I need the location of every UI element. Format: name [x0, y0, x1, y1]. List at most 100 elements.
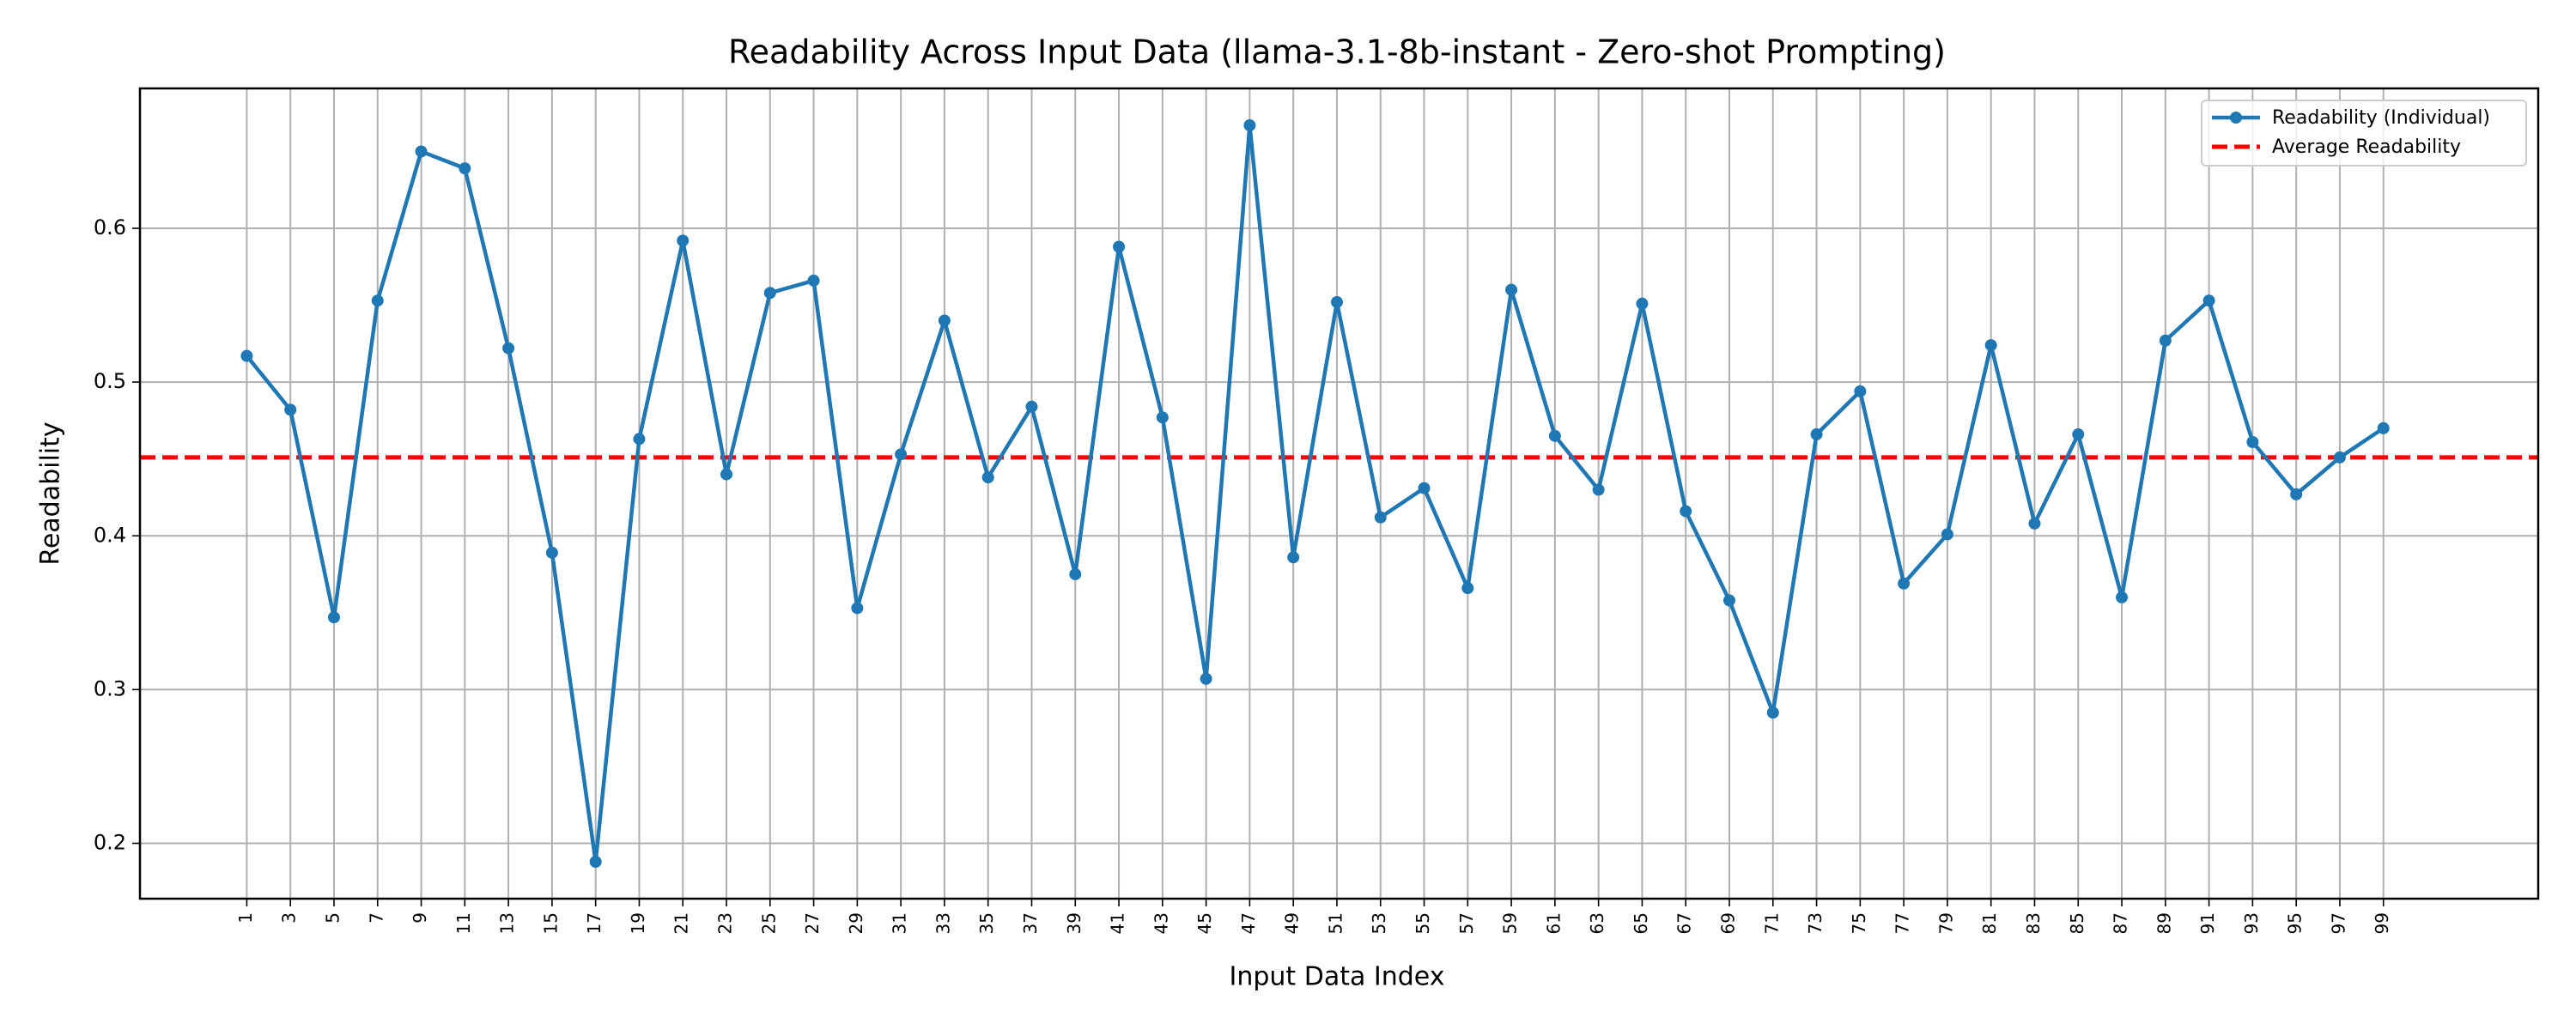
point — [2333, 451, 2346, 464]
x-tick-label: 45 — [1194, 912, 1215, 934]
point — [677, 234, 690, 247]
point — [851, 602, 864, 615]
point — [415, 145, 428, 158]
x-tick-label: 85 — [2067, 912, 2087, 934]
point — [371, 294, 384, 307]
point — [1722, 594, 1735, 607]
point — [981, 471, 994, 484]
point — [459, 162, 471, 175]
point — [938, 314, 951, 327]
x-tick-label: 95 — [2285, 912, 2306, 934]
x-tick-label: 35 — [976, 912, 997, 934]
point — [1200, 672, 1212, 685]
point — [502, 342, 515, 354]
series-line — [245, 123, 2385, 864]
x-tick-label: 7 — [366, 912, 386, 924]
point — [240, 349, 253, 362]
point — [1461, 582, 1474, 595]
x-tick-label: 71 — [1761, 912, 1782, 934]
x-tick-label: 89 — [2154, 912, 2174, 934]
point — [1287, 551, 1300, 564]
y-tick-label: 0.5 — [94, 369, 126, 393]
x-tick-label: 37 — [1020, 912, 1041, 934]
y-axis-label: Readability — [36, 421, 66, 565]
chart-title: Readability Across Input Data (llama-3.1… — [728, 33, 1946, 71]
x-tick-label: 87 — [2111, 912, 2131, 934]
point — [2116, 591, 2129, 603]
point — [1505, 283, 1518, 296]
x-tick-label: 9 — [410, 912, 430, 924]
x-tick-label: 57 — [1456, 912, 1477, 934]
y-tick-label: 0.2 — [94, 831, 126, 855]
point — [1766, 706, 1779, 719]
point — [763, 287, 776, 300]
y-tick-label: 0.6 — [94, 215, 126, 239]
x-tick-label: 73 — [1805, 912, 1826, 934]
point — [1025, 400, 1038, 413]
point — [1984, 339, 1997, 352]
point — [2246, 435, 2259, 448]
x-tick-label: 1 — [235, 912, 256, 924]
x-tick-label: 17 — [584, 912, 605, 934]
point — [1810, 428, 1823, 441]
point — [2072, 428, 2085, 441]
x-tick-label: 13 — [497, 912, 518, 934]
x-tick-label: 29 — [846, 912, 866, 934]
x-tick-label: 25 — [758, 912, 779, 934]
x-tick-label: 99 — [2372, 912, 2392, 934]
point — [1941, 528, 1953, 541]
point — [284, 403, 297, 416]
point — [327, 611, 340, 624]
x-tick-label: 67 — [1674, 912, 1695, 934]
point — [545, 546, 558, 559]
point — [1548, 429, 1561, 442]
x-tick-label: 77 — [1893, 912, 1913, 934]
point — [2159, 334, 2172, 347]
x-tick-label: 51 — [1325, 912, 1346, 934]
x-tick-label: 47 — [1238, 912, 1259, 934]
plot-frame — [138, 87, 2540, 900]
x-tick-label: 61 — [1543, 912, 1564, 934]
point — [1330, 295, 1343, 308]
point — [807, 274, 820, 287]
point — [1680, 505, 1692, 518]
point — [1069, 568, 1082, 581]
x-tick-label: 69 — [1717, 912, 1738, 934]
point — [2028, 517, 2041, 530]
x-axis-label: Input Data Index — [1230, 962, 1445, 992]
x-tick-label: 65 — [1631, 912, 1651, 934]
legend-box — [2201, 100, 2527, 167]
point — [1243, 118, 1256, 131]
x-tick-label: 5 — [322, 912, 343, 924]
x-tick-label: 19 — [628, 912, 648, 934]
x-tick-label: 91 — [2197, 912, 2218, 934]
x-tick-label: 11 — [453, 912, 474, 934]
x-tick-label: 3 — [279, 912, 300, 924]
x-tick-label: 63 — [1587, 912, 1607, 934]
x-tick-label: 53 — [1369, 912, 1389, 934]
point — [589, 856, 602, 869]
x-tick-label: 79 — [1935, 912, 1956, 934]
point — [1113, 240, 1126, 253]
x-tick-label: 83 — [2023, 912, 2044, 934]
legend-label: Readability (Individual) — [2272, 107, 2490, 129]
point — [720, 468, 733, 481]
point — [1898, 577, 1911, 590]
x-tick-label: 39 — [1064, 912, 1084, 934]
x-tick-label: 55 — [1413, 912, 1433, 934]
point — [1374, 511, 1387, 524]
point — [633, 433, 646, 445]
point — [2202, 294, 2215, 307]
point — [1854, 385, 1867, 397]
x-tick-label: 21 — [671, 912, 692, 934]
x-tick-label: 93 — [2241, 912, 2262, 934]
x-tick-label: 31 — [890, 912, 910, 934]
point — [2290, 488, 2303, 500]
x-tick-label: 43 — [1151, 912, 1171, 934]
x-tick-label: 41 — [1108, 912, 1128, 934]
point — [1418, 482, 1431, 494]
legend-swatch — [2230, 112, 2242, 124]
x-tick-label: 97 — [2328, 912, 2348, 934]
y-tick-label: 0.3 — [94, 676, 126, 700]
